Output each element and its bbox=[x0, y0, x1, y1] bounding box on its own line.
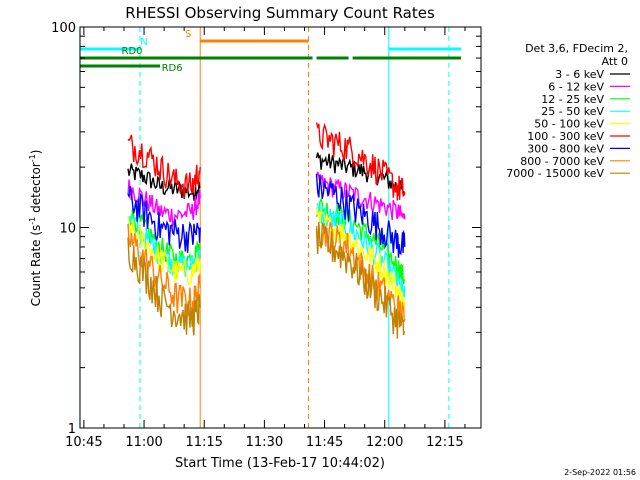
series-line-2-seg-1 bbox=[315, 197, 406, 285]
series-line-6-seg-1 bbox=[315, 173, 406, 258]
legend-label-5: 100 - 300 keV bbox=[527, 130, 604, 143]
y-axis-label-mid: detector bbox=[29, 162, 43, 217]
x-tick-label-3: 11:30 bbox=[246, 435, 283, 450]
y-tick-label-0: 1 bbox=[68, 422, 76, 437]
legend-header-line1: Det 3,6, FDecim 2, bbox=[525, 42, 628, 55]
y-axis-label-exp2: -1 bbox=[28, 154, 37, 162]
flag-rd6-label: RD6 bbox=[162, 63, 183, 74]
legend-header-line2: Att 0 bbox=[602, 55, 628, 68]
legend-label-7: 800 - 7000 keV bbox=[520, 155, 604, 168]
series-line-8-seg-0 bbox=[127, 237, 201, 336]
legend-label-6: 300 - 800 keV bbox=[527, 142, 604, 155]
series-line-5-seg-1 bbox=[315, 122, 406, 201]
flag-rd0-label: RD0 bbox=[122, 46, 143, 57]
x-tick-label-2: 11:15 bbox=[185, 435, 222, 450]
series-line-0-seg-0 bbox=[127, 163, 201, 201]
series-line-5-seg-0 bbox=[127, 134, 201, 199]
series-line-1-seg-1 bbox=[315, 171, 406, 220]
y-axis-label-exp1: -1 bbox=[28, 217, 37, 225]
flag-n-label: N bbox=[140, 37, 147, 48]
y-tick-label-1: 10 bbox=[59, 222, 76, 237]
legend-label-2: 12 - 25 keV bbox=[541, 93, 604, 106]
legend-label-4: 50 - 100 keV bbox=[534, 118, 604, 131]
y-tick-label-2: 100 bbox=[51, 21, 76, 36]
y-axis-label-end: ) bbox=[29, 150, 43, 155]
x-tick-label-5: 12:00 bbox=[366, 435, 403, 450]
x-axis-label: Start Time (13-Feb-17 10:44:02) bbox=[175, 456, 385, 471]
x-tick-label-0: 10:45 bbox=[65, 435, 102, 450]
flag-s-label: S bbox=[185, 29, 191, 40]
legend-label-1: 6 - 12 keV bbox=[548, 80, 604, 93]
x-tick-label-6: 12:15 bbox=[426, 435, 463, 450]
legend-label-8: 7000 - 15000 keV bbox=[506, 167, 604, 180]
y-axis-label-main: Count Rate (s bbox=[29, 225, 43, 307]
chart-title: RHESSI Observing Summary Count Rates bbox=[125, 4, 435, 22]
legend-label-0: 3 - 6 keV bbox=[555, 68, 604, 81]
series-line-3-seg-1 bbox=[316, 203, 406, 298]
y-axis-label: Count Rate (s-1 detector-1) bbox=[28, 150, 43, 307]
series-line-6-seg-0 bbox=[127, 186, 201, 253]
series-line-4-seg-0 bbox=[127, 216, 201, 286]
x-tick-label-1: 11:00 bbox=[125, 435, 162, 450]
generation-timestamp: 2-Sep-2022 01:56 bbox=[564, 468, 636, 477]
series-line-7-seg-1 bbox=[315, 221, 406, 327]
legend-label-3: 25 - 50 keV bbox=[541, 105, 604, 118]
series-line-8-seg-1 bbox=[315, 221, 406, 339]
series-line-1-seg-0 bbox=[127, 179, 201, 228]
x-tick-label-4: 11:45 bbox=[306, 435, 343, 450]
